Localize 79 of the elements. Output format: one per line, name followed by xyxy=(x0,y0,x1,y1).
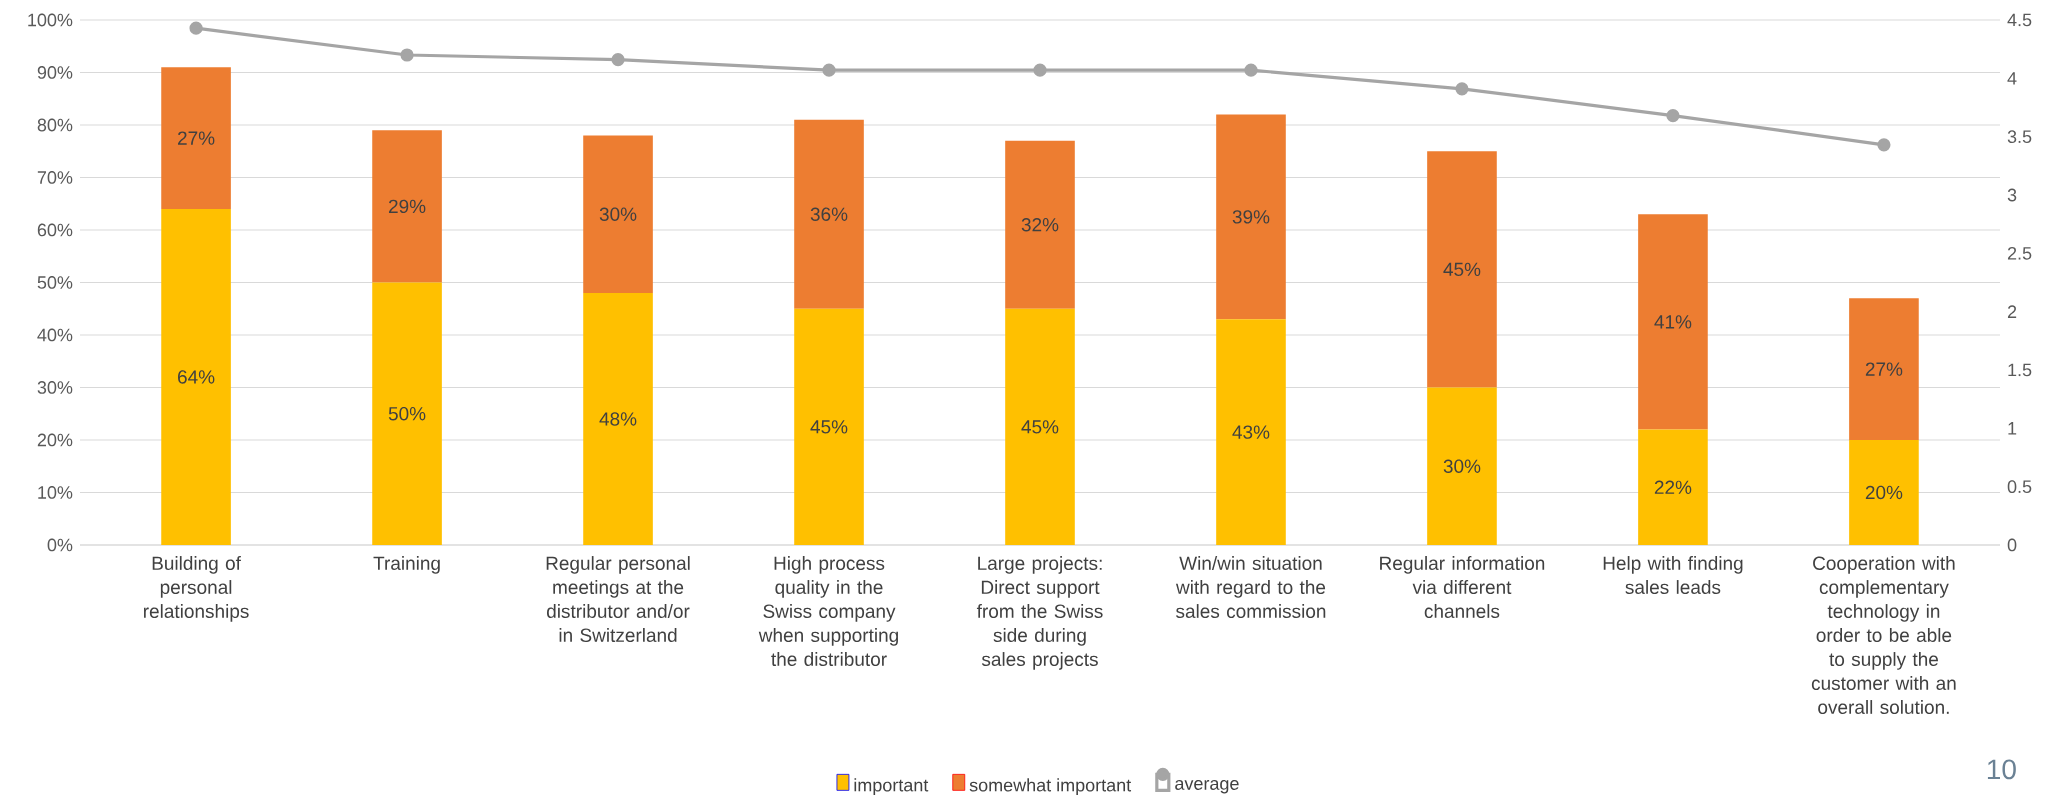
bar xyxy=(583,135,653,293)
bar xyxy=(1427,387,1497,545)
x-tick-label: High process quality in the Swiss company when supporting the distributor xyxy=(758,556,898,667)
y-tick-label: 100% xyxy=(28,13,73,27)
point xyxy=(1244,63,1258,77)
data-label: 36% xyxy=(810,207,848,221)
y2-tick-label: 1 xyxy=(2008,422,2017,435)
y-tick-label: 30% xyxy=(37,381,73,394)
point xyxy=(822,63,836,77)
bar xyxy=(1427,151,1497,388)
x-tick-label: Help with finding sales leads xyxy=(1603,556,1743,595)
data-label: 64% xyxy=(178,370,215,384)
data-label: 27% xyxy=(1865,362,1903,376)
x-tick-label: Large projects: Direct support from the Swiss side during sales projects xyxy=(976,556,1103,670)
data-label: 30% xyxy=(1443,459,1481,473)
y2-tick-label: 3 xyxy=(2007,188,2017,202)
point xyxy=(1455,82,1469,96)
bar xyxy=(1638,429,1708,545)
y-tick-label: 10% xyxy=(38,486,73,499)
legend-label: somewhat important xyxy=(969,778,1132,796)
bar xyxy=(1849,439,1919,545)
x-tick-label: Cooperation with complementary technology in order to be able to supply the customer with an overall solution. xyxy=(1811,556,1956,715)
bar xyxy=(1216,114,1286,320)
text: 10 xyxy=(1987,759,2016,780)
y-tick-label: 50% xyxy=(37,276,73,289)
x-tick-label: Regular personal meetings at the distributor and/or in Switzerland xyxy=(546,556,690,643)
y-tick-label: 0% xyxy=(47,538,73,552)
y2-tick-label: 0 xyxy=(2007,538,2017,552)
y2-tick-label: 2.5 xyxy=(2007,246,2032,260)
bar xyxy=(161,67,231,209)
bar xyxy=(794,308,864,545)
point xyxy=(400,48,414,62)
x-tick-label: Regular information via different channels xyxy=(1380,556,1545,619)
data-label: 27% xyxy=(177,131,215,145)
y2-tick-label: 1.5 xyxy=(2008,363,2032,377)
legend-label: average xyxy=(1175,780,1239,794)
y-tick-label: 80% xyxy=(37,118,73,132)
point xyxy=(189,21,203,35)
data-label: 50% xyxy=(388,407,426,421)
y-tick-label: 70% xyxy=(37,171,73,184)
point xyxy=(1666,109,1680,123)
data-label: 29% xyxy=(388,199,426,214)
bar xyxy=(1216,319,1286,545)
y2-tick-label: 2 xyxy=(2007,305,2017,318)
data-label: 32% xyxy=(1021,218,1059,232)
y-tick-label: 20% xyxy=(37,433,73,447)
data-label: 45% xyxy=(1443,262,1481,277)
x-tick-label: Building of personal relationships xyxy=(143,556,249,622)
data-label: 20% xyxy=(1865,485,1903,500)
point xyxy=(611,53,625,67)
data-label: 22% xyxy=(1654,480,1692,494)
data-label: 48% xyxy=(599,412,637,426)
y-tick-label: 40% xyxy=(37,328,73,342)
point xyxy=(1877,138,1891,152)
data-label: 45% xyxy=(1021,420,1059,434)
data-label: 45% xyxy=(810,420,848,434)
point xyxy=(1033,63,1047,77)
bar xyxy=(1005,308,1075,545)
bar xyxy=(372,130,442,283)
y-tick-label: 90% xyxy=(37,66,73,79)
data-label: 41% xyxy=(1654,315,1692,329)
y2-tick-label: 3.5 xyxy=(2007,130,2032,144)
y-tick-label: 60% xyxy=(37,223,73,237)
x-tick-label: Win/win situation with regard to the sales commission xyxy=(1175,556,1326,619)
bar xyxy=(583,292,653,545)
y2-tick-label: 4.5 xyxy=(2007,13,2032,27)
y2-tick-label: 4 xyxy=(2007,72,2017,85)
bar xyxy=(161,208,231,545)
bar xyxy=(1005,140,1075,309)
legend-label: important xyxy=(854,778,929,796)
bar xyxy=(1638,214,1708,430)
bar xyxy=(794,119,864,309)
bar xyxy=(1849,298,1919,440)
data-label: 30% xyxy=(599,207,637,221)
y2-tick-label: 0.5 xyxy=(2007,480,2032,494)
x-tick-label: Training xyxy=(373,556,440,574)
data-label: 43% xyxy=(1232,425,1270,439)
bar xyxy=(372,282,442,545)
data-label: 39% xyxy=(1232,210,1270,224)
